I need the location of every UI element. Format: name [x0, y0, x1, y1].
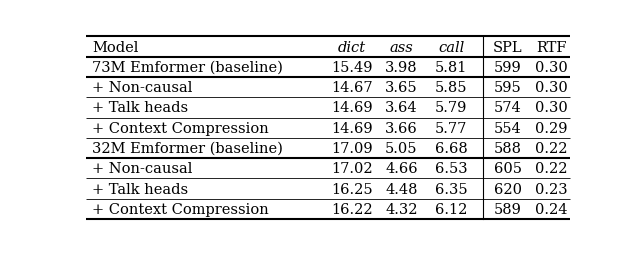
- Text: SPL: SPL: [493, 40, 522, 54]
- Text: 6.68: 6.68: [435, 141, 467, 155]
- Text: 16.25: 16.25: [331, 182, 372, 196]
- Text: 5.79: 5.79: [435, 101, 467, 115]
- Text: 4.48: 4.48: [385, 182, 418, 196]
- Text: 4.32: 4.32: [385, 202, 418, 216]
- Text: 6.53: 6.53: [435, 162, 467, 176]
- Text: + Non-causal: + Non-causal: [92, 162, 193, 176]
- Text: + Context Compression: + Context Compression: [92, 121, 269, 135]
- Text: 6.12: 6.12: [435, 202, 467, 216]
- Text: 0.30: 0.30: [535, 101, 568, 115]
- Text: 605: 605: [493, 162, 522, 176]
- Text: 5.85: 5.85: [435, 81, 467, 95]
- Text: 595: 595: [493, 81, 522, 95]
- Text: 14.67: 14.67: [331, 81, 372, 95]
- Text: 5.05: 5.05: [385, 141, 418, 155]
- Text: 3.64: 3.64: [385, 101, 418, 115]
- Text: call: call: [438, 40, 464, 54]
- Text: 588: 588: [493, 141, 522, 155]
- Text: 5.77: 5.77: [435, 121, 467, 135]
- Text: 32M Emformer (baseline): 32M Emformer (baseline): [92, 141, 284, 155]
- Text: 0.30: 0.30: [535, 81, 568, 95]
- Text: Model: Model: [92, 40, 139, 54]
- Text: ass: ass: [390, 40, 413, 54]
- Text: 0.24: 0.24: [535, 202, 568, 216]
- Text: + Talk heads: + Talk heads: [92, 101, 189, 115]
- Text: 0.29: 0.29: [535, 121, 568, 135]
- Text: 15.49: 15.49: [331, 61, 372, 75]
- Text: RTF: RTF: [536, 40, 566, 54]
- Text: 4.66: 4.66: [385, 162, 418, 176]
- Text: 3.65: 3.65: [385, 81, 418, 95]
- Text: 589: 589: [493, 202, 522, 216]
- Text: dict: dict: [338, 40, 366, 54]
- Text: 574: 574: [493, 101, 522, 115]
- Text: 599: 599: [493, 61, 522, 75]
- Text: 3.66: 3.66: [385, 121, 418, 135]
- Text: + Context Compression: + Context Compression: [92, 202, 269, 216]
- Text: 554: 554: [493, 121, 522, 135]
- Text: 17.02: 17.02: [331, 162, 372, 176]
- Text: 14.69: 14.69: [331, 101, 372, 115]
- Text: 0.22: 0.22: [535, 162, 568, 176]
- Text: 14.69: 14.69: [331, 121, 372, 135]
- Text: 0.30: 0.30: [535, 61, 568, 75]
- Text: 5.81: 5.81: [435, 61, 467, 75]
- Text: 620: 620: [493, 182, 522, 196]
- Text: 3.98: 3.98: [385, 61, 418, 75]
- Text: 16.22: 16.22: [331, 202, 372, 216]
- Text: 0.22: 0.22: [535, 141, 568, 155]
- Text: + Talk heads: + Talk heads: [92, 182, 189, 196]
- Text: 6.35: 6.35: [435, 182, 467, 196]
- Text: 17.09: 17.09: [331, 141, 372, 155]
- Text: + Non-causal: + Non-causal: [92, 81, 193, 95]
- Text: 73M Emformer (baseline): 73M Emformer (baseline): [92, 61, 284, 75]
- Text: 0.23: 0.23: [535, 182, 568, 196]
